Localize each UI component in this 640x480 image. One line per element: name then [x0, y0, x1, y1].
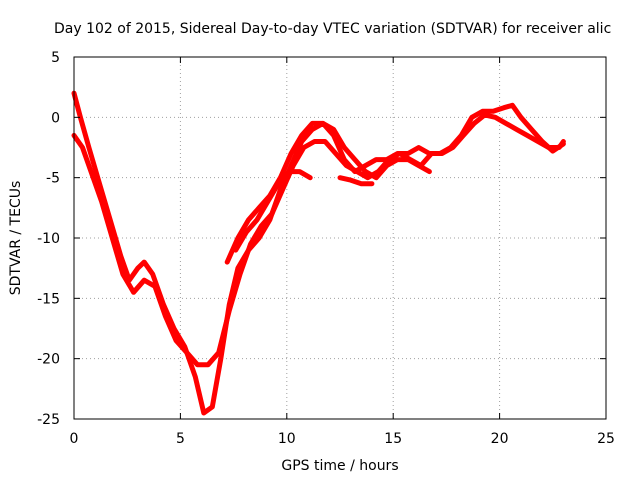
tick-marks: [73, 56, 607, 420]
y-tick-labels: 5 0 -5 -10 -15 -20 -25: [37, 50, 60, 428]
y-tick-label: -5: [46, 171, 60, 187]
x-tick-labels: 0 5 10 15 20 25: [70, 431, 615, 447]
x-axis-label: GPS time / hours: [281, 458, 398, 474]
series-line-track-b: [71, 112, 566, 368]
x-tick-label: 10: [278, 431, 296, 447]
series-line-track-d: [233, 169, 313, 253]
chart-title: Day 102 of 2015, Sidereal Day-to-day VTE…: [54, 21, 611, 37]
series-line-track-a: [71, 90, 566, 416]
x-tick-label: 25: [597, 431, 615, 447]
x-tick-label: 15: [384, 431, 402, 447]
y-tick-label: -20: [37, 352, 60, 368]
y-tick-label: -25: [37, 412, 60, 428]
y-tick-label: 0: [51, 110, 60, 126]
y-tick-label: -15: [37, 291, 60, 307]
y-tick-label: 5: [51, 50, 60, 66]
x-tick-label: 20: [491, 431, 509, 447]
grid-lines: [73, 56, 607, 420]
y-tick-label: -10: [37, 231, 60, 247]
series-line-track-c: [224, 120, 432, 265]
series-layer: [71, 90, 566, 416]
x-tick-label: 0: [70, 431, 79, 447]
series-line-track-e: [337, 175, 375, 187]
y-axis-label: SDTVAR / TECUs: [8, 181, 24, 296]
x-tick-label: 5: [176, 431, 185, 447]
